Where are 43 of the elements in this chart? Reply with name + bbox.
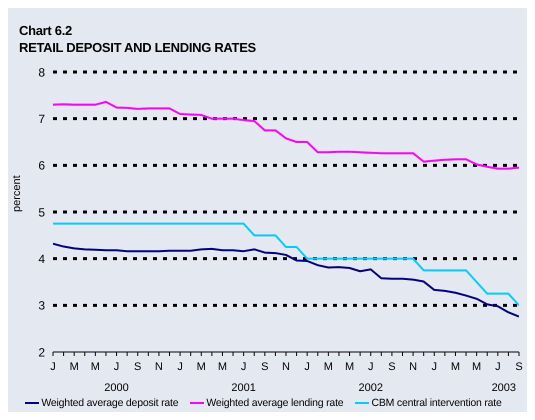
y-tick-label: 5 bbox=[38, 205, 46, 220]
x-tick-label: J bbox=[304, 361, 310, 373]
x-tick-label: J bbox=[240, 361, 246, 373]
y-tick-label: 8 bbox=[38, 65, 46, 80]
chart-title: Chart 6.2 bbox=[19, 22, 73, 39]
x-tick-label: J bbox=[432, 361, 438, 373]
x-tick-label: M bbox=[218, 361, 228, 373]
x-tick-label: M bbox=[472, 361, 482, 373]
text: 2001 bbox=[231, 382, 256, 394]
y-tick-label: 2 bbox=[38, 345, 46, 360]
x-tick-label: J bbox=[495, 361, 501, 373]
x-tick-label: N bbox=[409, 361, 418, 373]
y-tick-label: 4 bbox=[38, 252, 46, 266]
y-tick-label: 6 bbox=[38, 158, 46, 173]
chart-subtitle: RETAIL DEPOSIT AND LENDING RATES bbox=[19, 39, 256, 56]
y-tick-label: 7 bbox=[38, 112, 46, 126]
y-axis-title: percent bbox=[10, 175, 23, 212]
legend-label: Weighted average deposit rate bbox=[40, 397, 178, 409]
x-tick-label: M bbox=[196, 361, 206, 373]
x-tick-label: M bbox=[70, 361, 79, 373]
x-tick-label: M bbox=[324, 361, 333, 373]
line-series bbox=[53, 100, 519, 170]
legend-label: CBM central intervention rate bbox=[370, 397, 502, 409]
x-tick-label: S bbox=[261, 361, 268, 373]
x-tick-label: N bbox=[154, 361, 163, 373]
line-series bbox=[53, 242, 519, 318]
x-tick-label: M bbox=[344, 361, 354, 373]
x-tick-label: S bbox=[515, 361, 523, 373]
x-tick-label: J bbox=[368, 361, 374, 373]
text: 2000 bbox=[104, 382, 129, 394]
text: 2002 bbox=[358, 382, 383, 394]
y-tick-label: 3 bbox=[38, 298, 46, 313]
x-tick-label: J bbox=[50, 361, 56, 373]
x-tick-label: J bbox=[114, 361, 120, 373]
x-tick-label: M bbox=[450, 361, 460, 373]
x-tick-label: M bbox=[90, 361, 100, 373]
x-tick-label: S bbox=[134, 361, 142, 373]
text: 2003 bbox=[492, 382, 516, 394]
x-tick-label: J bbox=[177, 361, 183, 373]
legend-label: Weighted average lending rate bbox=[205, 397, 344, 409]
x-tick-label: S bbox=[388, 361, 396, 373]
line-series bbox=[53, 222, 519, 306]
x-tick-label: N bbox=[282, 361, 290, 373]
